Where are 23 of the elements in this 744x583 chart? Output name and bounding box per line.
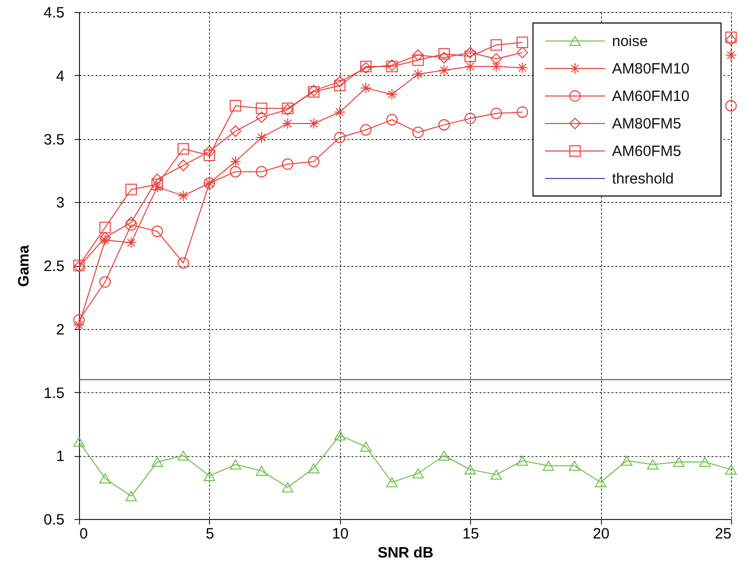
- legend-label: AM80FM10: [612, 60, 690, 78]
- legend-label: AM60FM5: [612, 143, 682, 160]
- y-tick-label: 4: [56, 68, 64, 85]
- x-tick-label: 20: [592, 526, 610, 542]
- legend-label: AM80FM5: [612, 116, 682, 132]
- legend-label: AM60FM10: [612, 88, 690, 105]
- x-tick-label: 0: [80, 526, 88, 542]
- x-tick-label: 15: [462, 526, 480, 542]
- legend-label: threshold: [612, 170, 674, 188]
- y-tick-label: 2.5: [44, 258, 64, 275]
- y-tick-label: 3.5: [44, 131, 64, 148]
- y-tick-label: 1: [56, 448, 64, 466]
- x-axis-title: SNR dB: [378, 544, 434, 562]
- x-tick-label: 25: [714, 526, 732, 542]
- y-tick-label: 2: [56, 321, 64, 338]
- y-tick-label: 1.5: [44, 384, 64, 402]
- y-tick-label: 3: [56, 194, 64, 212]
- x-tick-label: 10: [332, 526, 349, 542]
- legend-label: noise: [612, 33, 648, 50]
- x-tick-label: 5: [206, 526, 214, 542]
- y-tick-label: 0.5: [44, 512, 64, 528]
- y-axis-title: Gama: [16, 244, 33, 287]
- y-tick-label: 4.5: [44, 4, 64, 22]
